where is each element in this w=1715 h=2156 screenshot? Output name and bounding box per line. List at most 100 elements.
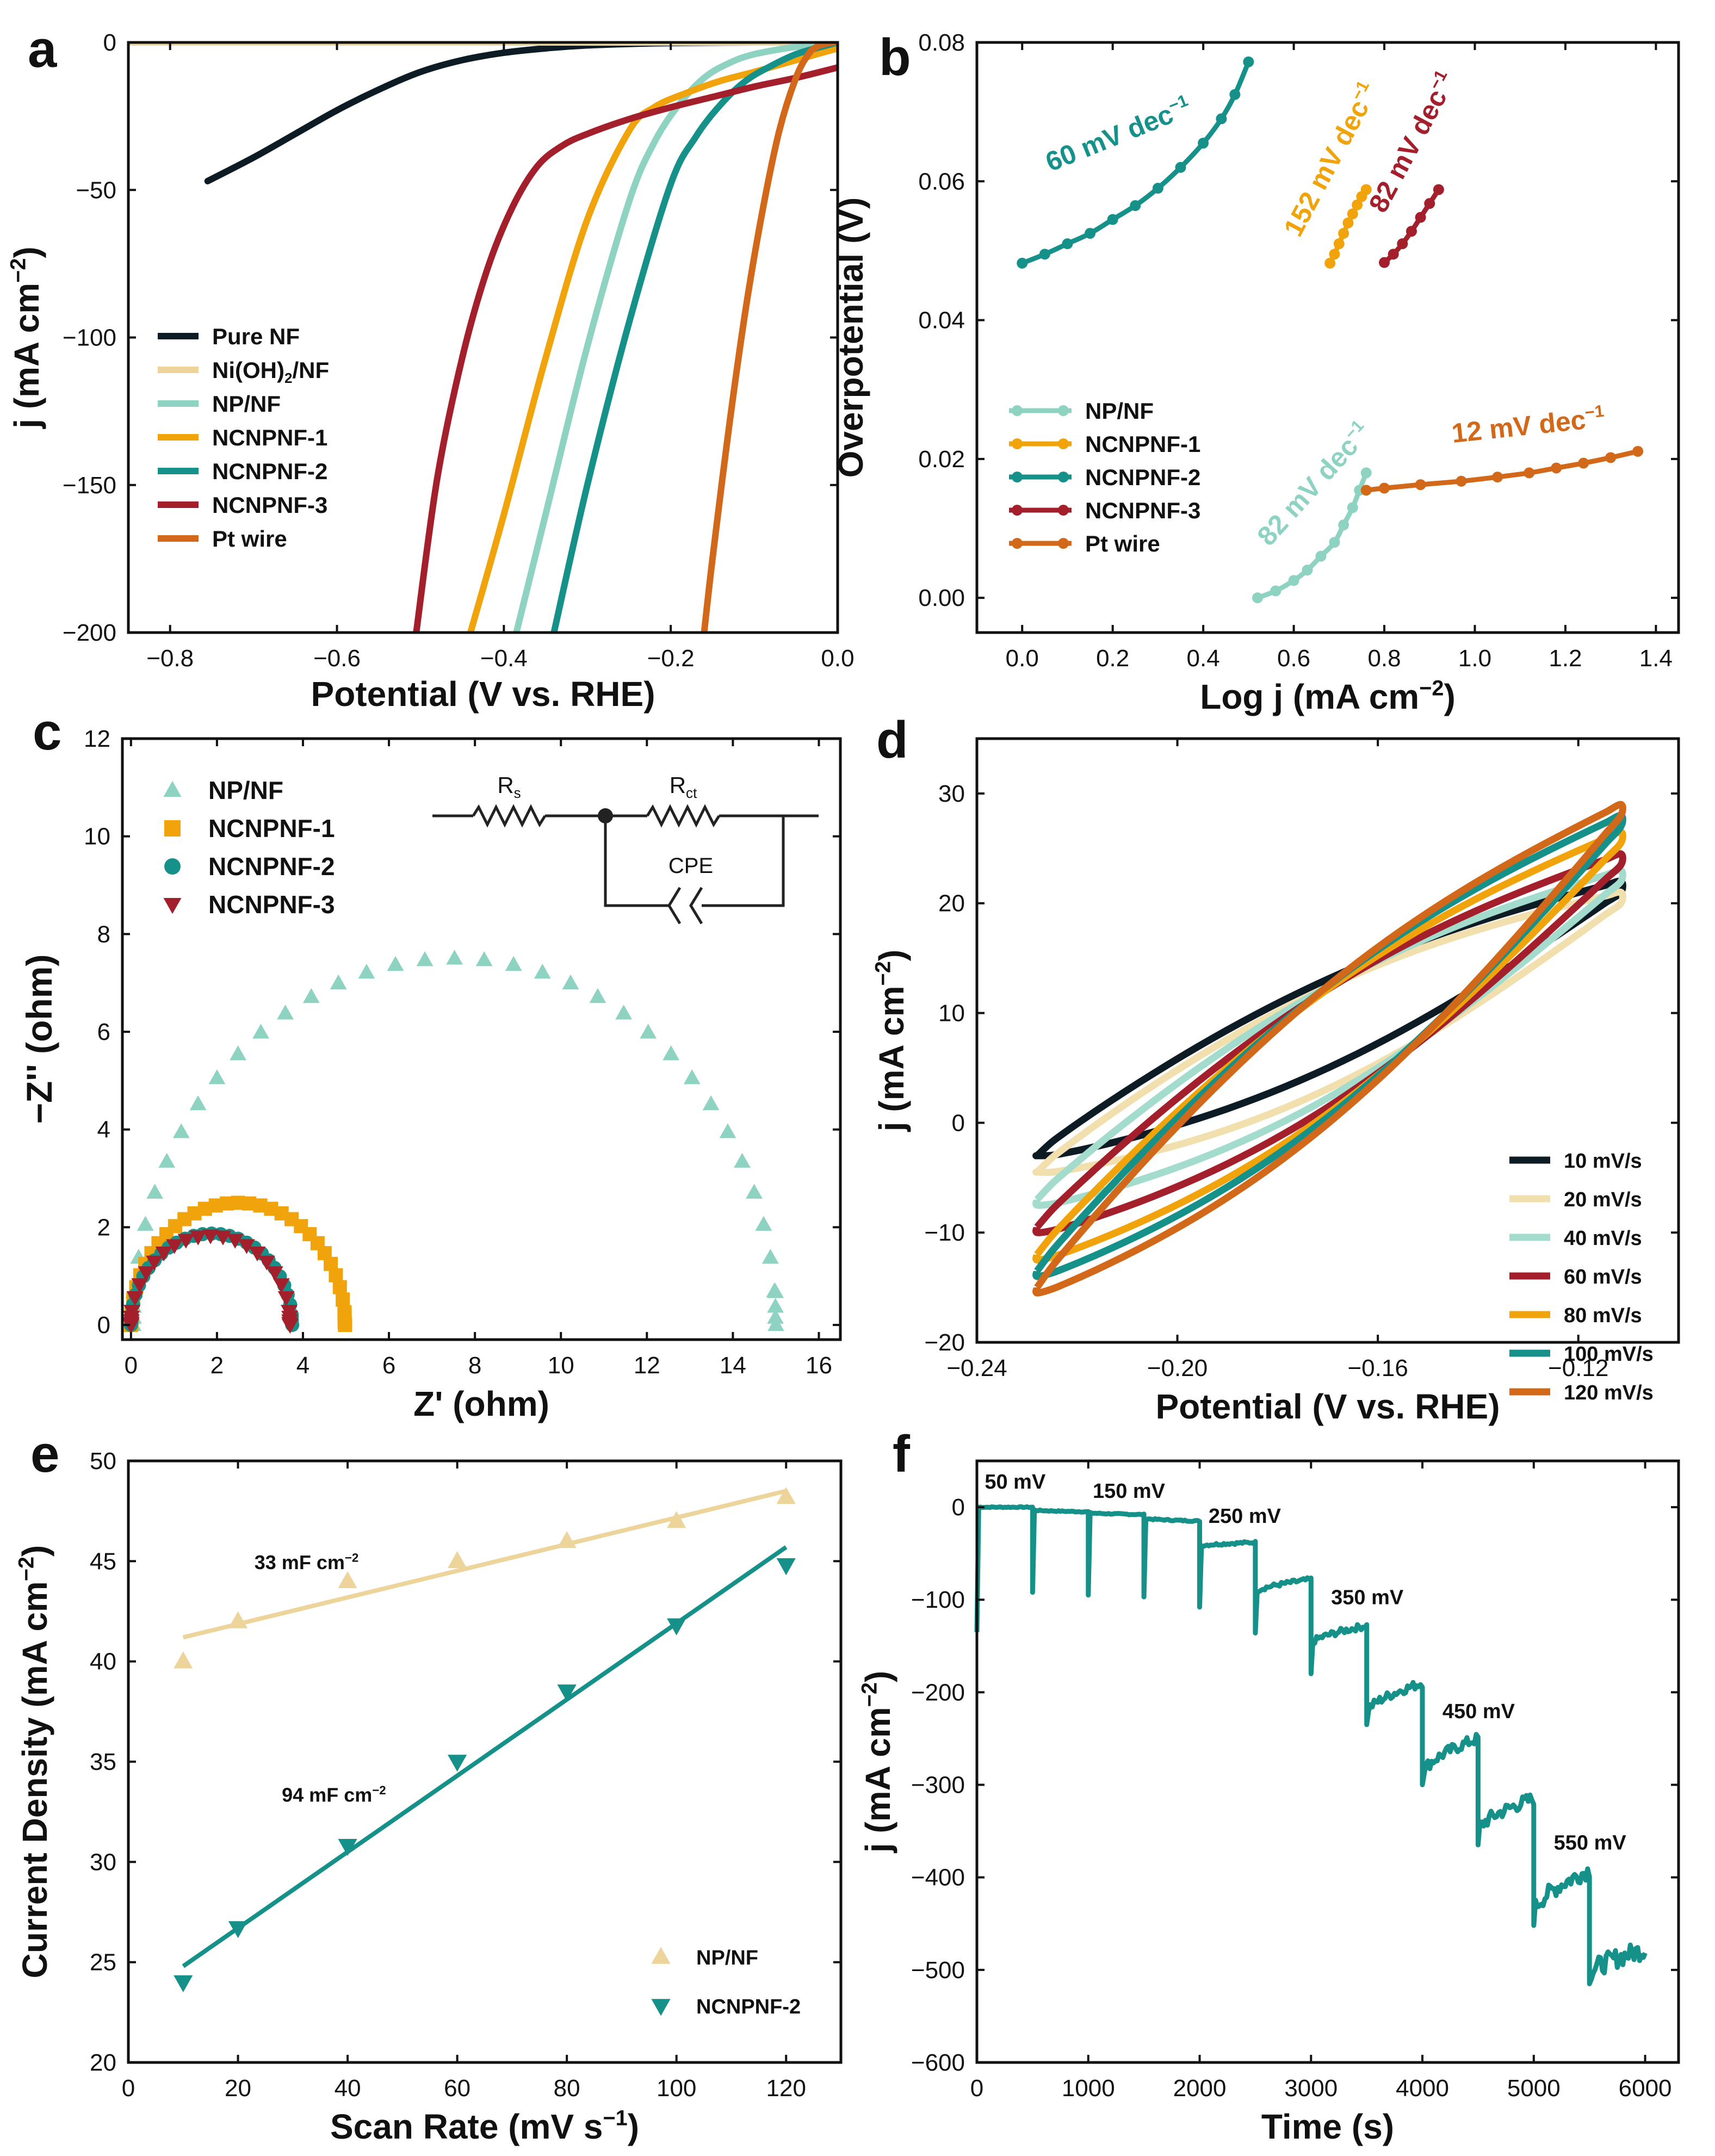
legend-label: 120 mV/s: [1564, 1381, 1654, 1404]
data-point: [1433, 184, 1444, 195]
x-tick-label: −0.2: [647, 645, 695, 672]
data-point: [1329, 537, 1340, 548]
data-point: [1360, 467, 1372, 479]
data-point: [1632, 445, 1644, 457]
x-tick-label: 12: [634, 1352, 660, 1379]
data-point: [702, 1095, 720, 1111]
cv-loop: [1032, 866, 1626, 1209]
y-axis-label: −Z'' (ohm): [19, 955, 59, 1124]
data-point: [1302, 565, 1313, 576]
y-axis-label: j (mA cm−2): [871, 950, 911, 1132]
y-axis-label-part: ): [858, 1671, 897, 1682]
x-axis-label-part: Time (s): [1261, 2107, 1394, 2146]
data-point: [146, 1184, 164, 1199]
y-axis-label-part: −2: [15, 1557, 39, 1581]
x-tick-label: −0.8: [146, 645, 194, 672]
x-tick-label: 4000: [1396, 2075, 1449, 2102]
data-point: [1524, 467, 1535, 479]
data-point: [505, 956, 522, 971]
y-tick-label: 2: [97, 1214, 110, 1241]
x-tick-label: 10: [548, 1352, 574, 1379]
legend-label: Pt wire: [1085, 531, 1160, 556]
data-point: [776, 1558, 796, 1576]
fit-line: [182, 1545, 788, 1968]
y-tick-label: 0: [103, 29, 116, 56]
data-point: [336, 1292, 350, 1307]
data-point: [557, 1684, 577, 1702]
legend-marker: [651, 1999, 671, 2016]
data-point: [1456, 475, 1467, 487]
data-point: [734, 1153, 751, 1168]
data-point: [166, 1239, 183, 1254]
step-annotation: 50 mV: [985, 1471, 1046, 1494]
y-axis-label-part: ): [7, 246, 46, 258]
slope-annotation-part: 82 mV dec: [1363, 84, 1453, 218]
y-tick-label: 0.08: [918, 29, 965, 56]
data-point: [562, 974, 579, 989]
step-annotation: 450 mV: [1442, 1700, 1515, 1723]
legend-marker: [1058, 538, 1069, 549]
capacitance-annotation-part: −2: [345, 1551, 358, 1564]
plot-frame: [975, 41, 1680, 634]
legend-marker: [1058, 505, 1069, 516]
legend-label-part: /NF: [292, 357, 329, 383]
cv-loop: [1032, 801, 1626, 1297]
x-tick-label: 4: [296, 1352, 309, 1379]
y-tick-label: 45: [90, 1548, 116, 1575]
y-axis-label-part: −2: [871, 961, 895, 986]
data-point: [1270, 585, 1281, 597]
slope-annotation-part: 152 mV dec: [1278, 95, 1375, 241]
legend-label: NCNPNF-1: [1085, 431, 1200, 457]
y-tick-label: −600: [911, 2049, 965, 2076]
capacitance-annotation-part: 33 mF cm: [255, 1551, 345, 1573]
x-axis-label-part: Log j (mA cm: [1200, 677, 1419, 716]
y-tick-label: −50: [76, 177, 116, 203]
legend-marker: [1058, 438, 1069, 449]
data-point: [238, 1239, 255, 1254]
legend-marker: [1012, 505, 1023, 516]
x-tick-label: 0: [125, 1352, 138, 1379]
data-point: [330, 974, 347, 989]
data-point: [172, 1123, 190, 1138]
plot-frame: [975, 737, 1680, 1344]
data-point: [281, 1311, 298, 1326]
data-point: [1388, 249, 1399, 260]
slope-annotation: 82 mV dec−1: [1250, 416, 1377, 552]
data-point: [158, 1153, 176, 1168]
panel-label: b: [879, 28, 911, 86]
y-tick-label: −500: [911, 1957, 965, 1984]
x-tick-label: 40: [335, 2075, 361, 2102]
y-tick-label: 0: [97, 1312, 110, 1339]
y-tick-label: 0.04: [918, 307, 965, 334]
panel-d: 10 mV/s 20 mV/s 40 mV/s 60 mV/s 80 mV/s 100 m…: [871, 711, 1680, 1426]
x-tick-label: 2: [210, 1352, 224, 1379]
data-point: [177, 1234, 195, 1249]
data-point: [126, 1291, 144, 1306]
data-point: [155, 1246, 172, 1262]
slope-annotation: 152 mV dec−1: [1277, 77, 1384, 241]
x-tick-label: 80: [554, 2075, 580, 2102]
y-tick-label: 10: [938, 1000, 965, 1027]
data-point: [1130, 200, 1141, 211]
x-axis-label-part: −1: [603, 2107, 627, 2130]
data-point: [1605, 452, 1617, 463]
legend-label: 10 mV/s: [1564, 1150, 1642, 1173]
y-axis-label-part: −Z'' (ohm): [19, 955, 59, 1124]
x-tick-label: 0: [122, 2075, 135, 2102]
y-tick-label: −100: [911, 1587, 965, 1613]
data-point: [683, 1069, 701, 1085]
data-point: [138, 1266, 155, 1281]
legend-marker: [1058, 405, 1069, 416]
data-point: [258, 1255, 275, 1271]
data-point: [202, 1229, 219, 1244]
fit-line: [182, 1489, 787, 1640]
panel-b: 60 mV dec−1 152 mV dec−182 mV dec−182 mV …: [831, 28, 1680, 716]
legend-label-part: Ni(OH): [212, 357, 284, 383]
legend-label: NCNPNF-2: [208, 852, 335, 881]
data-point: [189, 1095, 207, 1111]
x-tick-label: −0.24: [946, 1355, 1007, 1381]
data-point: [1347, 208, 1358, 220]
slope-annotation-part: 12 mV dec: [1450, 404, 1587, 449]
step-annotation: 350 mV: [1331, 1587, 1404, 1609]
y-axis-label: Current Density (mA cm−2): [15, 1545, 54, 1979]
